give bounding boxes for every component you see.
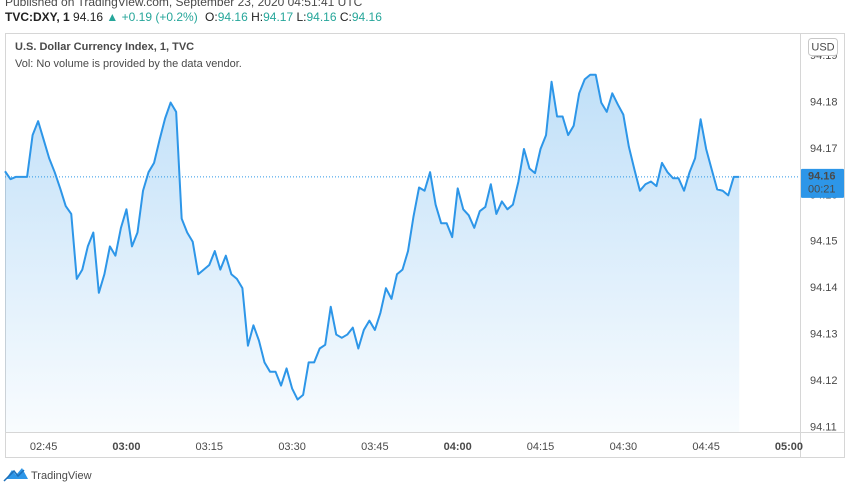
x-tick-label: 05:00 <box>775 441 803 453</box>
price: 94.16 <box>73 10 103 24</box>
currency-button[interactable] <box>808 38 838 56</box>
last-price-badge <box>801 168 844 198</box>
x-tick-label: 04:15 <box>527 441 555 453</box>
change: +0.19 (+0.2%) <box>122 10 198 24</box>
x-tick-label: 02:45 <box>30 441 58 453</box>
x-tick-label: 03:30 <box>278 441 306 453</box>
y-tick-label: 94.14 <box>810 282 838 294</box>
y-tick-label: 94.11 <box>810 421 837 433</box>
price-line <box>4 73 740 401</box>
plot-area <box>4 73 740 432</box>
ohlc-label: O: <box>205 10 218 24</box>
x-tick-label: 03:00 <box>112 441 140 453</box>
x-tick-label: 03:45 <box>361 441 389 453</box>
ohlc-value: 94.17 <box>263 10 293 24</box>
ohlc-label: H: <box>251 10 263 24</box>
x-tick-label: 04:00 <box>444 441 472 453</box>
y-tick-label: 94.15 <box>810 236 838 248</box>
x-tick-label: 04:30 <box>610 441 638 453</box>
area-fill <box>5 74 740 432</box>
volume-note: Vol: No volume is provided by the data v… <box>15 58 242 70</box>
y-tick-label: 94.18 <box>810 96 838 108</box>
footer-brand: TradingView <box>31 470 92 482</box>
ohlc-label: L: <box>296 10 306 24</box>
x-tick-label: 03:15 <box>196 441 224 453</box>
arrow: ▲ <box>106 10 118 24</box>
y-tick-label: 94.13 <box>810 328 838 340</box>
ohlc-value: 94.16 <box>218 10 248 24</box>
symbol-line: TVC:DXY, 1 94.16 ▲ +0.19 (+0.2%) O:94.16… <box>5 10 382 24</box>
symbol: TVC:DXY, 1 <box>5 10 70 24</box>
y-tick-label: 94.12 <box>810 375 838 387</box>
footer-logo <box>3 468 28 482</box>
currency-label[interactable]: USD <box>811 41 834 53</box>
y-tick-label: 94.17 <box>810 143 838 155</box>
ohlc-label: C: <box>340 10 352 24</box>
ohlc-value: 94.16 <box>306 10 336 24</box>
countdown-label: 00:21 <box>808 184 836 196</box>
legend-title: U.S. Dollar Currency Index, 1, TVC <box>15 41 194 53</box>
last-price-label: 94.16 <box>808 171 836 183</box>
published-line: Published on TradingView.com, September … <box>5 0 363 9</box>
x-tick-label: 04:45 <box>692 441 720 453</box>
ohlc-value: 94.16 <box>352 10 382 24</box>
